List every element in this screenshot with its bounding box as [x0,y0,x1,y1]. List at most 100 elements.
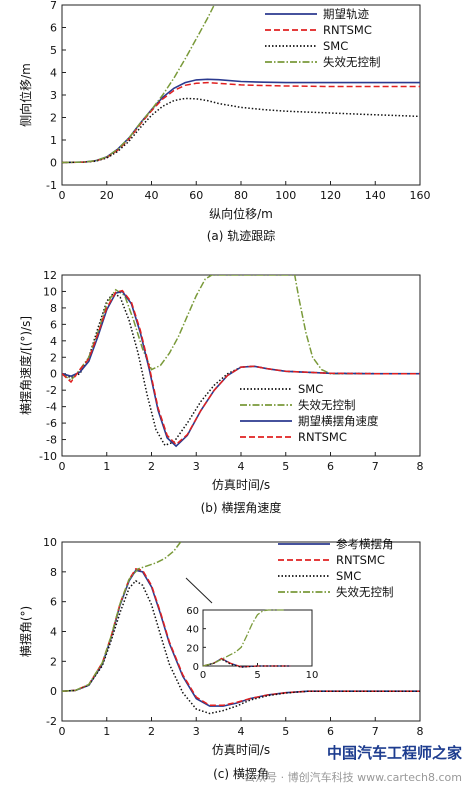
x-tick-label: 100 [275,189,296,202]
legend-label: 期望横摆角速度 [298,414,379,428]
plot-area [62,542,420,715]
legend-label: SMC [298,382,323,396]
legend-label: RNTSMC [298,430,347,444]
series-line [62,5,215,164]
legend-label: RNTSMC [336,553,385,567]
x-axis-label: 仿真时间/s [212,743,270,757]
inset-frame [202,609,313,667]
legend-label: 失效无控制 [298,398,356,412]
inset-x-tick-label: 0 [200,670,206,681]
x-tick-label: 3 [193,725,200,738]
inset-y-tick-label: 0 [193,662,199,673]
x-tick-label: 4 [238,460,245,473]
y-tick-label: 2 [50,655,57,668]
inset-x-tick-label: 10 [306,670,319,681]
x-tick-label: 160 [410,189,431,202]
inset-x-tick-label: 5 [254,670,260,681]
y-tick-label: -2 [46,384,57,397]
x-tick-label: 40 [145,189,159,202]
series-line [62,579,420,715]
x-tick-label: 8 [417,725,424,738]
x-tick-label: 80 [234,189,248,202]
inset-series-line [202,658,291,668]
legend-label: 参考横摆角 [336,537,394,551]
y-tick-label: 0 [50,685,57,698]
inset-pointer [185,577,213,604]
series-line [62,97,420,164]
x-tick-label: 6 [327,725,334,738]
y-tick-label: 0 [50,157,57,170]
inset-chart: 0 5 10 0 20 40 60 [185,577,319,681]
y-tick-label: 2 [50,112,57,125]
x-tick-label: 2 [148,460,155,473]
y-tick-label: 6 [50,318,57,331]
inset-y-tick-label: 20 [186,643,199,654]
y-tick-label: 8 [50,566,57,579]
y-tick-label: -10 [39,450,57,463]
series-line [62,289,420,446]
legend: 期望轨迹 RNTSMC SMC 失效无控制 [265,7,381,69]
y-tick-label: 2 [50,351,57,364]
chart-caption: (a) 轨迹跟踪 [207,229,276,243]
inset-y-tick-label: 40 [186,625,199,636]
x-tick-label: 3 [193,460,200,473]
x-tick-label: 60 [189,189,203,202]
chart-c: 0 1 2 3 4 5 6 7 8 -2 0 2 4 6 8 10 仿真时间/s 横摆角(°) (c) 横摆角 参考横… [19,536,424,781]
y-tick-label: 0 [50,368,57,381]
plot-area [62,5,420,164]
legend: 参考横摆角 RNTSMC SMC 失效无控制 [278,537,394,599]
y-tick-label: 4 [50,626,57,639]
chart-b: 0 1 2 3 4 5 6 7 8-10-8-6-4-2024681012仿真时间/s横摆角速度… [18,269,424,515]
y-axis-label: 横摆角速度/[(°)/s] [18,316,33,415]
chart-caption: (c) 横摆角 [213,767,269,781]
chart-a: 0 20 40 60 80 100 120 140 160-101234567纵向位移/m侧向位… [18,0,431,243]
x-tick-label: 20 [100,189,114,202]
y-tick-label: 5 [50,44,57,57]
y-tick-label: 10 [43,285,57,298]
watermark-site: www.cartech8.com [357,771,462,784]
y-tick-label: 7 [50,0,57,12]
y-tick-label: -2 [46,715,57,728]
y-tick-label: -1 [46,179,57,192]
y-tick-label: 6 [50,596,57,609]
x-tick-label: 2 [148,725,155,738]
x-tick-label: 5 [282,460,289,473]
y-tick-label: 4 [50,335,57,348]
watermark-account: 公众号 · 博创汽车科技 [244,771,354,784]
x-tick-label: 1 [103,460,110,473]
inset-series-line [202,609,285,667]
x-tick-label: 140 [365,189,386,202]
x-axis-label: 仿真时间/s [212,478,270,492]
y-tick-label: -4 [46,401,57,414]
x-tick-label: 8 [417,460,424,473]
watermark-title: 中国汽车工程师之家 [326,744,462,762]
legend-label: RNTSMC [323,23,372,37]
legend-label: SMC [336,569,361,583]
legend-label: 失效无控制 [336,585,394,599]
y-axis-label: 侧向位移/m [18,63,33,127]
chart-caption: (b) 横摆角速度 [201,500,282,515]
x-tick-label: 5 [282,725,289,738]
x-tick-label: 6 [327,460,334,473]
y-axis-label: 横摆角(°) [19,606,33,657]
y-tick-label: 6 [50,22,57,35]
x-tick-label: 7 [372,460,379,473]
y-tick-label: -8 [46,434,57,447]
x-tick-label: 7 [372,725,379,738]
x-axis-label: 纵向位移/m [209,206,273,221]
y-tick-label: 1 [50,134,57,147]
plot-frame [61,274,421,457]
series-line [62,275,420,382]
legend-label: 期望轨迹 [323,7,369,21]
legend-label: 失效无控制 [323,55,381,69]
inset-y-tick-label: 60 [186,606,199,617]
x-tick-label: 1 [103,725,110,738]
x-tick-label: 4 [238,725,245,738]
x-tick-label: 0 [59,189,66,202]
series-line [62,542,182,692]
legend-label: SMC [323,39,348,53]
y-tick-label: 4 [50,67,57,80]
y-tick-label: 8 [50,302,57,315]
